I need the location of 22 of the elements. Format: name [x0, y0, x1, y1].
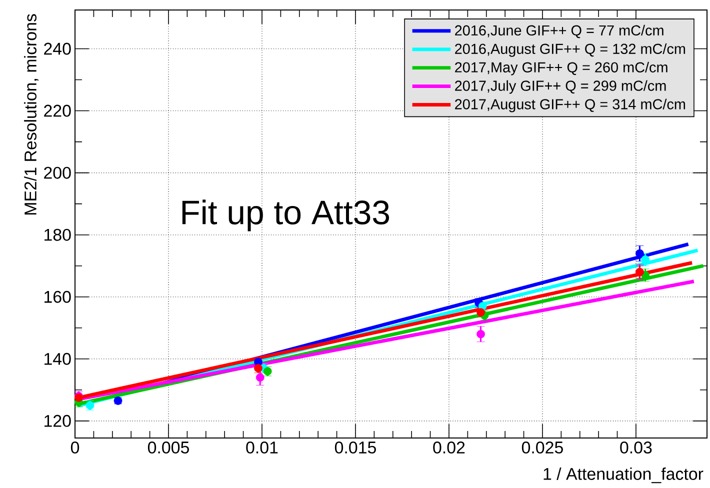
x-tick-label: 0.02 — [433, 442, 465, 454]
x-tick-label: 0 — [70, 442, 80, 454]
y-tick-label: 120 — [44, 414, 71, 427]
x-tick-label: 0.015 — [334, 442, 376, 454]
y-tick-label: 240 — [44, 42, 71, 55]
y-tick-label: 220 — [44, 104, 71, 117]
legend-label: 2016,August GIF++ Q = 132 mC/cm — [455, 43, 686, 57]
annotation: Fit up to Att33 — [182, 200, 390, 232]
x-tick-label: 0.03 — [620, 442, 652, 454]
x-tick-label: 0.025 — [522, 442, 563, 454]
y-axis-title: ME2/1 Resolution, microns — [24, 14, 38, 214]
y-tick-label: 140 — [44, 352, 71, 365]
y-tick-label: 180 — [44, 228, 71, 241]
legend-label: 2017,August GIF++ Q = 314 mC/cm — [455, 98, 686, 112]
x-axis-title: 1 / Attenuation_factor — [544, 468, 704, 484]
x-tick-label: 0.01 — [246, 442, 278, 454]
legend-label: 2017,May GIF++ Q = 260 mC/cm — [455, 62, 668, 76]
legend-label: 2016,June GIF++ Q = 77 mC/cm — [455, 24, 664, 38]
x-tick-label: 0.005 — [148, 442, 189, 454]
y-tick-label: 200 — [44, 166, 71, 179]
y-tick-label: 160 — [44, 290, 71, 303]
legend-label: 2017,July GIF++ Q = 299 mC/cm — [455, 80, 666, 94]
